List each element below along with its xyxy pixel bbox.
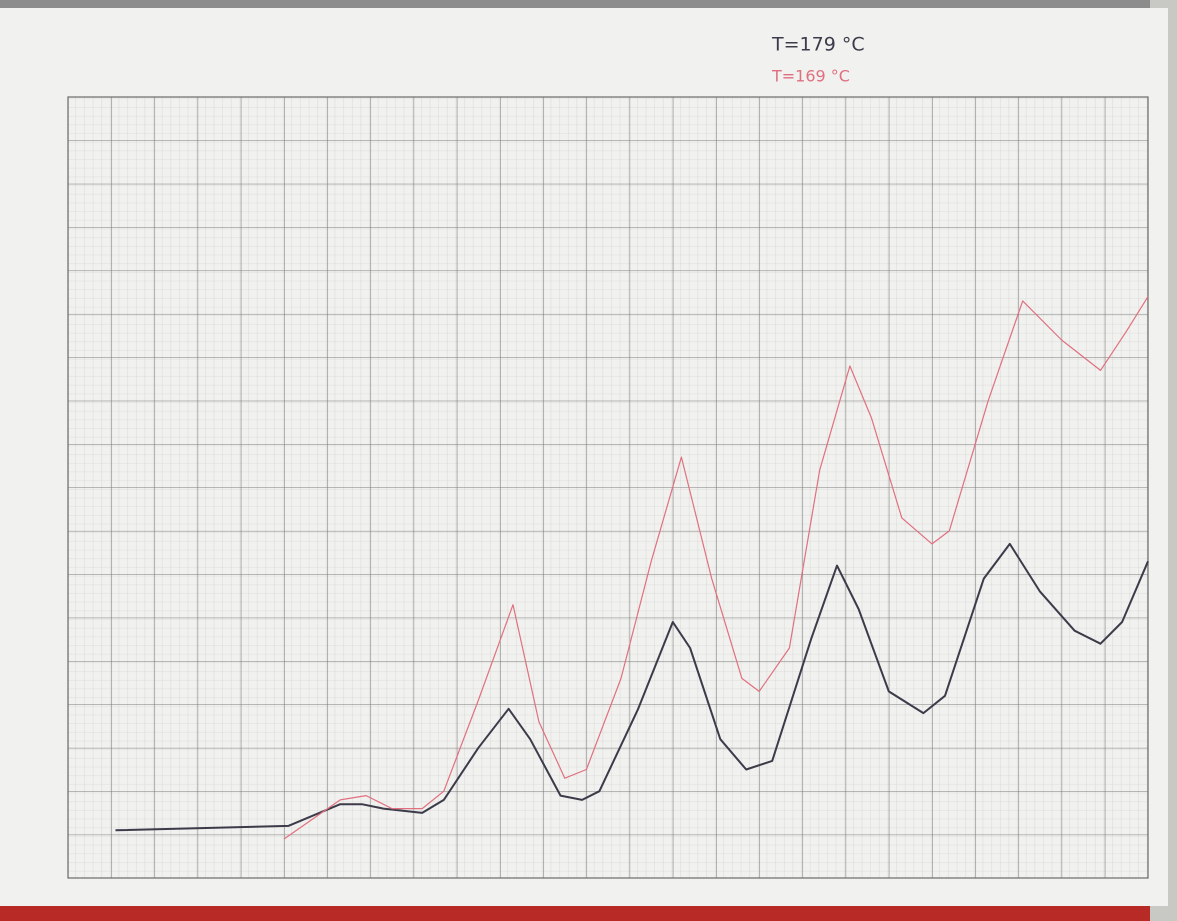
legend-label: T=179 °C	[771, 34, 865, 56]
legend-label: T=169 °C	[771, 67, 850, 86]
series-line	[283, 296, 1149, 840]
series-line	[115, 542, 1149, 832]
graph-grid	[67, 96, 1149, 879]
plot	[115, 296, 1149, 840]
legend: T=179 °C T=169 °C	[771, 34, 865, 86]
